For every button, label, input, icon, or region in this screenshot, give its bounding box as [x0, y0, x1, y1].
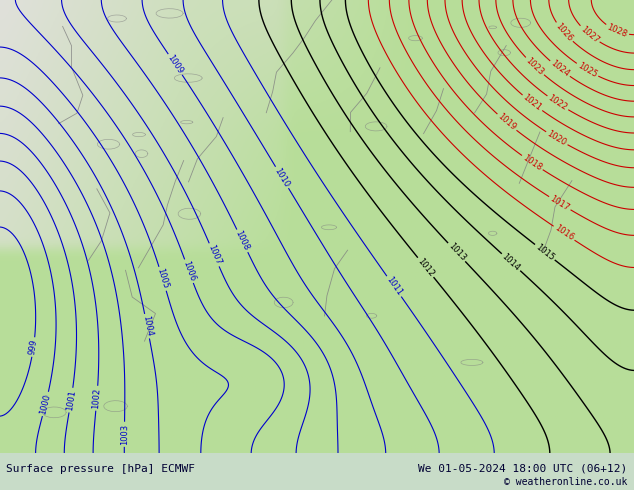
Text: 1015: 1015: [534, 242, 556, 262]
Text: 1013: 1013: [446, 242, 467, 263]
Text: 1024: 1024: [549, 59, 571, 79]
Text: 1002: 1002: [91, 388, 102, 409]
Text: 1009: 1009: [165, 53, 185, 76]
Text: 1026: 1026: [553, 22, 574, 43]
Text: 1017: 1017: [548, 194, 571, 213]
Text: 999: 999: [28, 339, 39, 355]
Text: 1028: 1028: [605, 23, 628, 39]
Text: 1003: 1003: [120, 424, 129, 445]
Text: © weatheronline.co.uk: © weatheronline.co.uk: [504, 477, 628, 487]
Text: 1016: 1016: [553, 223, 575, 243]
Text: 1004: 1004: [141, 315, 153, 337]
Text: 1005: 1005: [155, 268, 170, 290]
Text: 1022: 1022: [547, 94, 569, 113]
Text: Surface pressure [hPa] ECMWF: Surface pressure [hPa] ECMWF: [6, 464, 195, 473]
Text: 1011: 1011: [384, 275, 404, 297]
Text: 1020: 1020: [545, 129, 568, 147]
Text: 1019: 1019: [496, 112, 518, 133]
Text: 1010: 1010: [273, 166, 291, 189]
Text: 1000: 1000: [39, 392, 53, 415]
Text: 1018: 1018: [521, 153, 543, 172]
Text: 1027: 1027: [578, 24, 600, 45]
Text: 1008: 1008: [234, 229, 251, 252]
Text: 1007: 1007: [206, 244, 223, 267]
Text: We 01-05-2024 18:00 UTC (06+12): We 01-05-2024 18:00 UTC (06+12): [418, 464, 628, 473]
Text: 1012: 1012: [415, 256, 436, 278]
Text: 1001: 1001: [65, 389, 77, 411]
Text: 1023: 1023: [524, 56, 545, 77]
Text: 1025: 1025: [576, 61, 598, 79]
Text: 1021: 1021: [521, 93, 543, 113]
Text: 1006: 1006: [181, 260, 197, 283]
Text: 1014: 1014: [500, 252, 522, 272]
